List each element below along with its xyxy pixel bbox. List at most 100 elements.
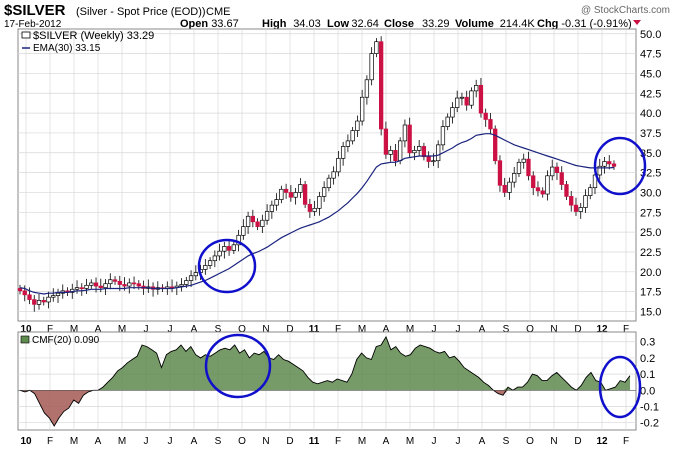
candle-body <box>355 120 360 131</box>
price-candle <box>112 276 118 285</box>
price-x-tick-label: 10 <box>20 324 32 335</box>
price-x-tick-label: F <box>623 324 629 335</box>
price-candle <box>60 284 65 299</box>
price-candle <box>217 243 222 261</box>
candle-body <box>269 204 275 212</box>
candle-body <box>516 161 522 174</box>
candle-body <box>564 184 569 197</box>
candle-body <box>279 188 284 200</box>
candle-body <box>611 163 617 167</box>
quote-label: High <box>262 18 287 30</box>
candle-body <box>345 140 351 147</box>
candle-body <box>507 181 512 193</box>
candle-body <box>236 234 241 246</box>
cmf-x-tick-label: O <box>526 436 534 447</box>
price-candle <box>288 185 294 202</box>
price-y-tick-label: 30.0 <box>640 187 661 199</box>
candle-body <box>545 175 550 195</box>
candle-body <box>212 255 217 262</box>
price-candle <box>412 145 417 161</box>
candle-body <box>307 204 313 212</box>
cmf-x-tick-label: J <box>144 436 149 447</box>
candle-body <box>478 84 484 114</box>
chg-down-arrow-icon <box>633 20 641 25</box>
cmf-x-tick-label: F <box>623 436 629 447</box>
cmf-x-tick-label: M <box>118 436 126 447</box>
cmf-x-tick-label: A <box>191 436 198 447</box>
price-candle <box>569 190 574 212</box>
candle-body <box>55 292 61 296</box>
candle-body <box>602 161 607 167</box>
price-candle <box>207 257 213 270</box>
price-candle <box>459 92 465 106</box>
price-candle <box>146 279 151 293</box>
candle-body <box>283 188 289 193</box>
price-candle <box>103 279 108 296</box>
price-x-tick-label: M <box>358 324 366 335</box>
price-candle <box>279 185 284 204</box>
candle-body <box>436 144 441 162</box>
candle-body <box>41 300 46 303</box>
cmf-x-tick-label: 12 <box>596 436 608 447</box>
price-x-tick-label: A <box>95 324 102 335</box>
exchange-label: CME <box>206 6 230 18</box>
legend-entry: $SILVER (Weekly) 33.29 <box>33 30 154 42</box>
price-x-tick-label: F <box>335 324 341 335</box>
candle-body <box>274 199 279 206</box>
cmf-x-tick-label: A <box>479 436 486 447</box>
price-candle <box>507 177 512 200</box>
cmf-legend: CMF(20) 0.090 <box>20 335 100 346</box>
quote-label: Volume <box>455 18 494 30</box>
candle-body <box>573 204 579 212</box>
price-candle <box>222 241 227 259</box>
price-x-tick-label: A <box>191 324 198 335</box>
candle-body <box>359 96 365 122</box>
candle-body <box>459 96 465 99</box>
candle-body <box>455 97 460 108</box>
candle-body <box>497 160 503 186</box>
cmf-x-tick-label: A <box>383 436 390 447</box>
price-candle <box>350 126 355 145</box>
price-candle <box>317 191 322 216</box>
candle-body <box>264 211 270 221</box>
price-x-tick-label: A <box>479 324 486 335</box>
price-candle <box>345 134 351 152</box>
candle-body <box>331 171 336 179</box>
price-candle <box>417 140 422 156</box>
candle-body <box>46 296 51 303</box>
candle-body <box>79 287 84 290</box>
cmf-x-tick-label: D <box>574 436 581 447</box>
price-candle <box>483 108 488 127</box>
price-candle <box>203 259 208 275</box>
price-y-tick-label: 20.0 <box>640 267 661 279</box>
candle-body <box>169 286 175 289</box>
price-x-tick-label: N <box>262 324 269 335</box>
price-candle <box>531 171 536 196</box>
candle-body <box>426 156 431 162</box>
candle-body <box>98 285 103 289</box>
price-candle <box>312 200 317 217</box>
candle-body <box>417 146 422 151</box>
price-x-tick-label: M <box>70 324 78 335</box>
price-y-tick-label: 22.5 <box>640 247 661 259</box>
candle-body <box>431 160 436 163</box>
cmf-x-tick-label: J <box>432 436 437 447</box>
price-candle <box>402 119 408 148</box>
candle-body <box>402 124 408 142</box>
price-candle <box>535 181 541 197</box>
candle-body <box>340 146 346 159</box>
candle-body <box>103 283 108 289</box>
price-candle <box>340 141 346 166</box>
price-candle <box>41 296 46 306</box>
candle-body <box>483 112 488 120</box>
price-candle <box>540 187 545 198</box>
price-x-tick-label: 11 <box>309 324 320 335</box>
candle-body <box>27 294 32 300</box>
price-y-tick-label: 42.5 <box>640 88 661 100</box>
candle-body <box>450 107 455 118</box>
price-candle <box>512 166 517 188</box>
quote-label: Chg <box>537 18 558 30</box>
candle-body <box>407 124 412 154</box>
price-x-tick-label: O <box>238 324 246 335</box>
